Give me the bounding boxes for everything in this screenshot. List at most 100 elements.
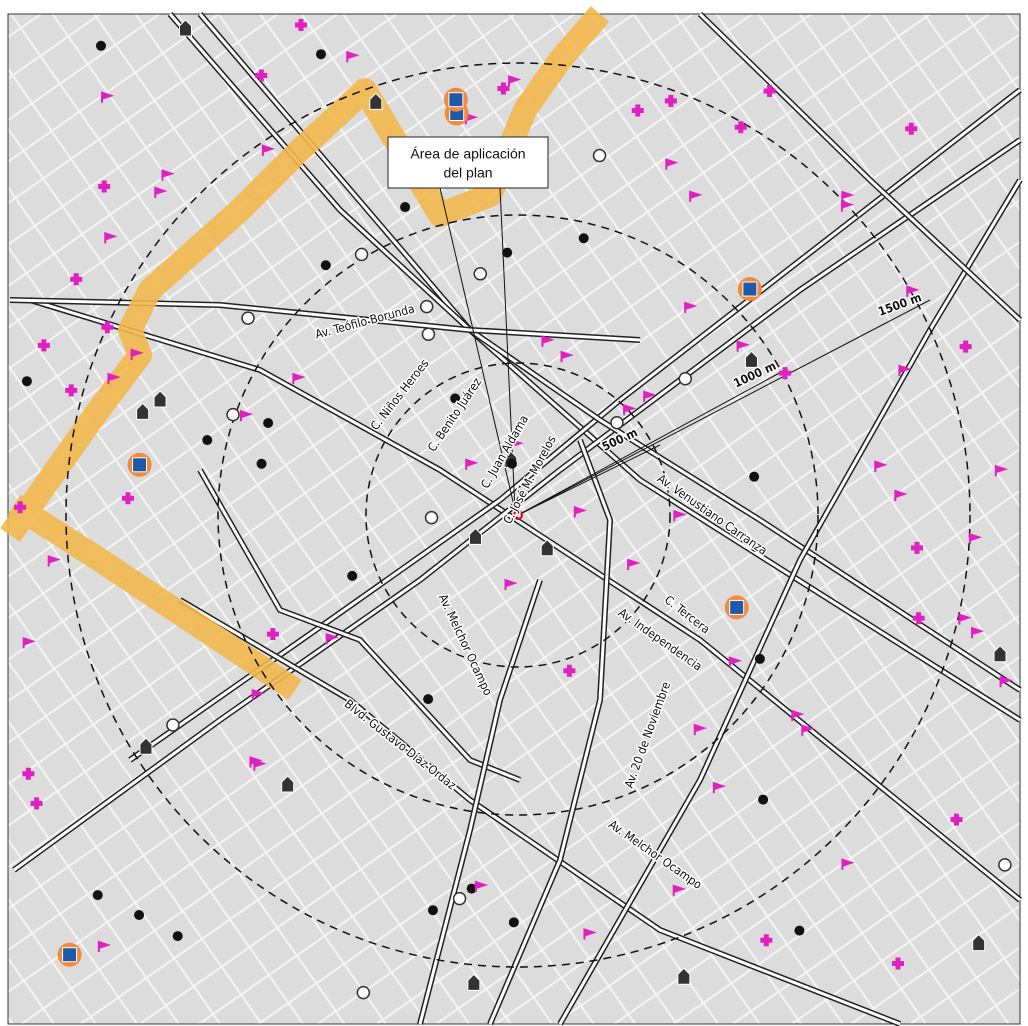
dot-icon xyxy=(508,917,519,928)
road xyxy=(9,298,641,342)
flag-icon xyxy=(801,724,815,736)
building-icon xyxy=(468,527,482,545)
flag-icon xyxy=(968,532,983,545)
target-icon xyxy=(610,415,624,430)
cross-icon xyxy=(891,957,904,970)
road xyxy=(698,12,1022,322)
target-icon xyxy=(421,327,436,342)
building-icon xyxy=(677,967,691,985)
flag-icon xyxy=(673,510,687,522)
dot-icon xyxy=(754,653,765,664)
dot-icon xyxy=(506,458,517,469)
flag-icon xyxy=(154,186,168,198)
building-icon xyxy=(993,645,1007,663)
fuel-icon-inner xyxy=(62,947,78,963)
dot-icon xyxy=(172,931,183,942)
dot-icon xyxy=(315,49,326,60)
dot-icon xyxy=(502,247,513,258)
target-icon xyxy=(241,311,255,325)
ring-500 xyxy=(365,362,671,668)
target-icon xyxy=(419,299,434,314)
target-icon xyxy=(354,247,369,262)
flag-icon xyxy=(994,464,1008,477)
flag-icon xyxy=(510,438,524,451)
callout-line: del plan xyxy=(443,165,492,181)
cross-icon xyxy=(14,501,27,514)
target-icon xyxy=(473,267,488,281)
callout-box xyxy=(387,136,549,189)
flag-icon xyxy=(22,637,36,649)
flag-icon xyxy=(504,578,518,591)
flag-icon xyxy=(665,158,679,170)
dot-icon xyxy=(95,40,106,51)
flag-icon xyxy=(840,200,855,212)
dot-icon xyxy=(263,418,274,429)
cross-icon xyxy=(30,797,43,810)
dot-icon xyxy=(749,471,760,482)
ring-1500 xyxy=(65,62,971,968)
dot-icon xyxy=(750,542,761,553)
flag-icon xyxy=(541,335,555,347)
callout: Área de aplicación del plan xyxy=(387,136,549,189)
target-icon xyxy=(592,148,607,163)
flag-icon xyxy=(560,350,574,363)
dot-icon xyxy=(256,458,267,469)
target-icon xyxy=(226,407,240,422)
flag-icon xyxy=(623,404,637,416)
road xyxy=(488,439,612,1025)
flag-icon xyxy=(101,91,115,103)
building-icon xyxy=(972,933,986,952)
flag-icon xyxy=(239,409,254,422)
flag-icon xyxy=(906,285,920,297)
cross-icon xyxy=(760,934,773,947)
flag-icon xyxy=(47,555,61,567)
flag-icon xyxy=(627,558,641,570)
building-icon xyxy=(153,390,167,408)
dot-icon xyxy=(758,794,769,805)
building-icon xyxy=(744,350,758,368)
dot-icon xyxy=(202,435,213,446)
flag-icon xyxy=(130,348,144,360)
flag-icon xyxy=(958,613,972,625)
flag-icon xyxy=(251,688,265,701)
flag-icon xyxy=(325,632,339,645)
road xyxy=(13,138,1021,872)
fuel-icon-inner xyxy=(742,281,758,297)
poi-icons xyxy=(14,19,1013,1000)
flag-icon xyxy=(841,190,855,202)
building-icon xyxy=(178,19,192,37)
flag-icon xyxy=(253,759,267,771)
cross-icon xyxy=(70,273,83,286)
target-icon xyxy=(452,891,467,906)
flag-icon xyxy=(999,675,1013,688)
dot-icon xyxy=(134,909,145,920)
fuel-icon-inner xyxy=(448,92,464,108)
plan-center xyxy=(513,510,523,520)
flag-icon xyxy=(643,390,657,402)
cross-icon xyxy=(37,339,50,352)
road xyxy=(198,13,1021,722)
dot-icon xyxy=(466,883,477,894)
flag-icon xyxy=(684,301,698,314)
flag-icon xyxy=(261,144,276,156)
flag-icon xyxy=(689,190,703,202)
target-icon xyxy=(998,858,1012,872)
cross-icon xyxy=(22,767,35,780)
cross-icon xyxy=(912,612,925,625)
dot-icon xyxy=(427,905,438,916)
building-icon xyxy=(281,775,295,793)
target-icon xyxy=(424,510,439,525)
building-icon xyxy=(369,92,383,110)
road xyxy=(179,598,901,1026)
dot-icon xyxy=(400,202,411,213)
callout-line: Área de aplicación xyxy=(410,146,525,162)
flag-icon xyxy=(874,460,888,472)
flag-icon xyxy=(712,781,726,794)
cross-icon xyxy=(563,664,576,677)
flag-icon xyxy=(736,340,750,352)
cross-icon xyxy=(950,813,963,826)
flag-icon xyxy=(346,50,360,63)
flag-icon xyxy=(292,372,306,385)
dot-icon xyxy=(450,393,461,404)
flag-icon xyxy=(249,756,263,768)
